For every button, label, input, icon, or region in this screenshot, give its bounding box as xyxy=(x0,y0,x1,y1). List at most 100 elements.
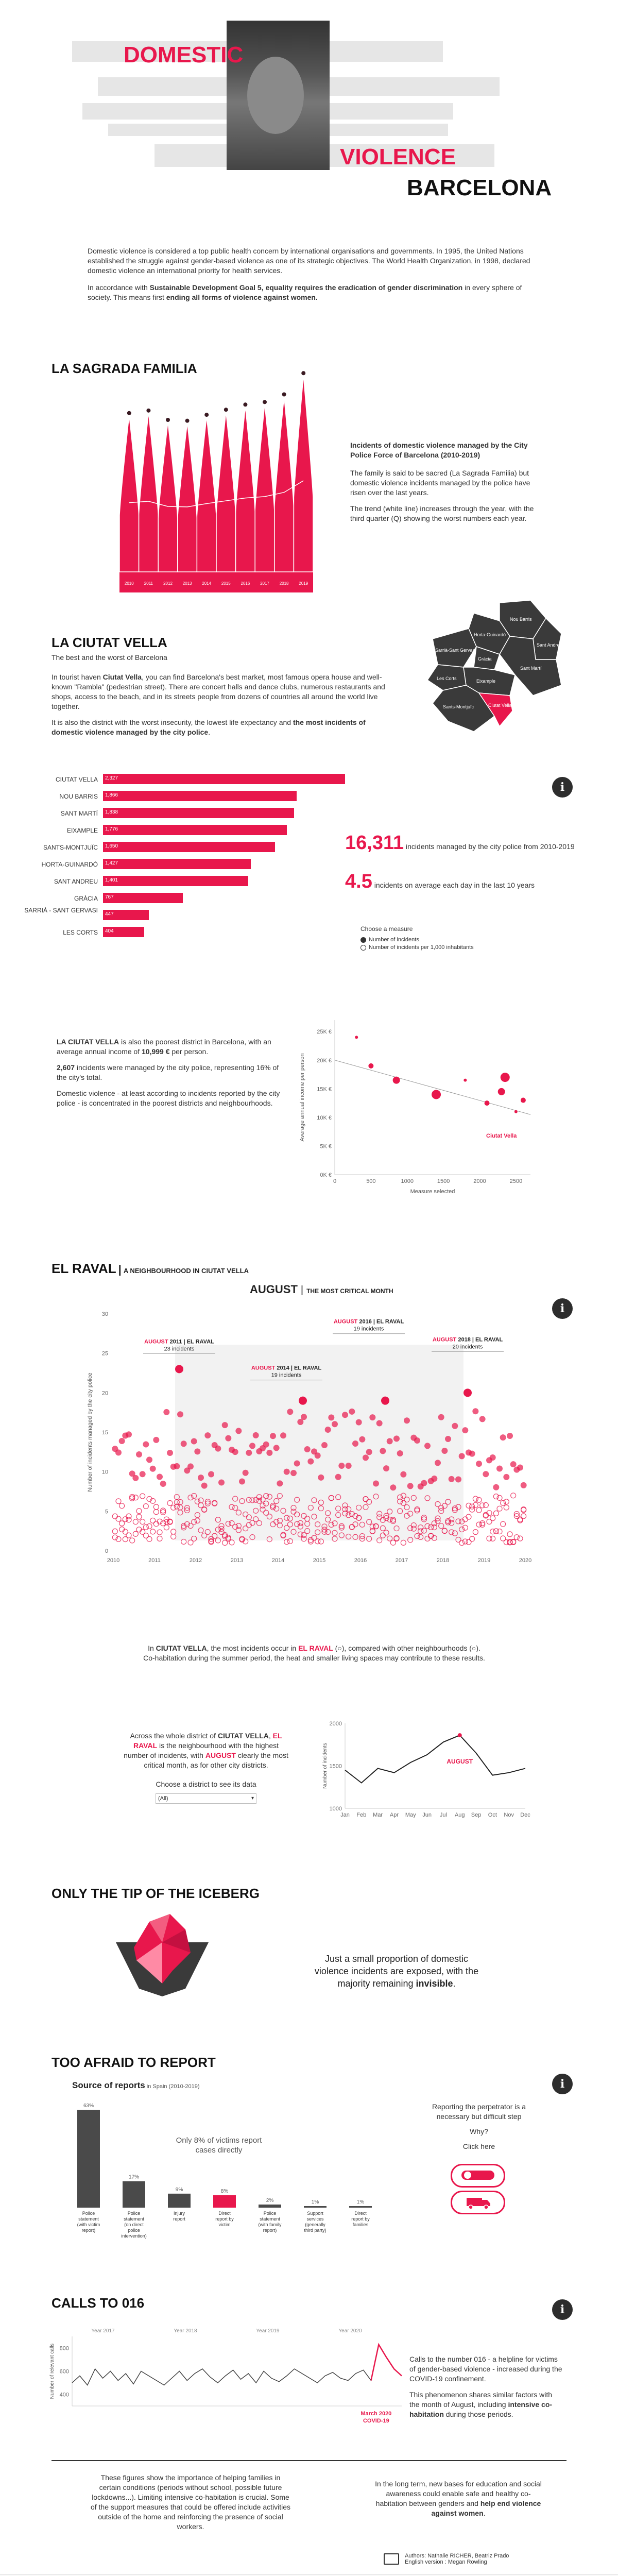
district-bar[interactable]: 404 xyxy=(103,927,144,937)
banner-title-3: BARCELONA xyxy=(407,175,552,200)
raval-dot-other xyxy=(441,1528,448,1534)
raval-dot-other xyxy=(270,1503,276,1509)
district-select[interactable]: (All) ▾ xyxy=(156,1793,256,1804)
section-title-ciutat: LA CIUTAT VELLA xyxy=(52,635,167,650)
reports-bar-label-line: statement xyxy=(260,2216,280,2222)
info-icon[interactable]: i xyxy=(552,777,573,798)
sagrada-year-label: 2012 xyxy=(163,581,173,586)
raval-dot-other xyxy=(315,1521,321,1528)
map-district-sarria[interactable] xyxy=(432,628,477,668)
intro-text: in every sphere of society. This means f… xyxy=(88,283,522,301)
info-icon[interactable]: i xyxy=(552,1298,573,1319)
raval-dot xyxy=(126,1431,132,1438)
portrait-face xyxy=(247,57,304,134)
raval-dot xyxy=(507,1432,513,1439)
intro-highlight: Sustainable Development Goal 5, equality… xyxy=(149,283,463,292)
raval-dot-other xyxy=(263,1493,269,1499)
raval-dot-other xyxy=(253,1516,259,1522)
district-bar-row[interactable]: SANT MARTÍ 1,838 xyxy=(0,808,360,819)
across-span: clearly the most critical month, as for … xyxy=(144,1751,288,1769)
scatter-y-tick: 0K € xyxy=(320,1172,332,1178)
district-bar-row[interactable]: SANTS-MONTJUÏC 1,650 xyxy=(0,842,360,853)
map-district-ciutat-vella[interactable] xyxy=(478,692,513,727)
district-bar[interactable]: 1,427 xyxy=(103,859,251,869)
raval-dot-other xyxy=(445,1519,451,1526)
district-bar[interactable]: 447 xyxy=(103,910,149,920)
radio-icon[interactable] xyxy=(360,944,366,951)
barcelona-map[interactable]: Nou Barris Horta-Guinardó Sant Andreu Gr… xyxy=(422,592,577,742)
raval-dot-other xyxy=(218,1529,225,1535)
raval-x-tick: 2011 xyxy=(148,1557,161,1564)
raval-annotation-label: 2011 | EL RAVAL xyxy=(168,1338,215,1345)
raval-dot-other xyxy=(284,1525,290,1531)
raval-dot-other xyxy=(369,1523,375,1530)
raval-dot xyxy=(239,1478,245,1485)
raval-dot xyxy=(489,1454,496,1461)
raval-dot-other xyxy=(493,1494,499,1500)
radio-checked-icon[interactable] xyxy=(360,937,366,943)
header-banner: DOMESTIC VIOLENCE BARCELONA xyxy=(72,21,552,200)
district-bar[interactable]: 2,327 xyxy=(103,774,345,784)
raval-highlight-dot xyxy=(464,1388,472,1397)
district-bar-row[interactable]: HORTA-GUINARDÓ 1,427 xyxy=(0,859,360,870)
raval-x-tick: 2014 xyxy=(272,1557,284,1564)
raval-dot-other xyxy=(328,1495,334,1501)
measure-option-label: Number of incidents per 1,000 inhabitant… xyxy=(369,944,474,951)
map-district-sant-marti[interactable] xyxy=(499,636,562,696)
raval-dot-other xyxy=(335,1512,341,1518)
measure-option-per-1000[interactable]: Number of incidents per 1,000 inhabitant… xyxy=(360,944,515,951)
district-bar[interactable]: 1,650 xyxy=(103,842,275,852)
raval-dot-other xyxy=(431,1524,437,1531)
raval-dot xyxy=(163,1409,170,1415)
district-bar[interactable]: 1,866 xyxy=(103,791,297,801)
sagrada-year-label: 2014 xyxy=(202,581,211,586)
raval-dot-other xyxy=(253,1497,259,1503)
district-bar-row[interactable]: EIXAMPLE 1,776 xyxy=(0,825,360,836)
district-bar-row[interactable]: SARRIÀ - SANT GERVASI 447 xyxy=(0,907,360,921)
calls-year-label: Year 2018 xyxy=(174,2328,197,2334)
afraid-right: Reporting the perpetrator is a necessary… xyxy=(427,2102,530,2151)
raval-dot-other xyxy=(335,1494,341,1500)
district-bar-row[interactable]: LES CORTS 404 xyxy=(0,927,360,938)
raval-note: In CIUTAT VELLA, the most incidents occu… xyxy=(118,1643,510,1663)
raval-dot-other xyxy=(445,1499,451,1505)
raval-dot xyxy=(342,1412,348,1418)
scatter-point xyxy=(464,1078,467,1082)
note-highlight: EL RAVAL xyxy=(298,1644,333,1652)
raval-dot-other xyxy=(157,1518,163,1524)
raval-dot xyxy=(479,1416,486,1422)
raval-dot xyxy=(324,1427,331,1433)
measure-option-incidents[interactable]: Number of incidents xyxy=(360,937,515,943)
raval-dot xyxy=(352,1440,358,1447)
district-bar[interactable]: 1,838 xyxy=(103,808,295,818)
ciutat-highlight: Ciutat Vella xyxy=(102,673,142,681)
reports-bar-value: 1% xyxy=(357,2199,365,2205)
raval-dot-other xyxy=(132,1495,139,1501)
district-bar[interactable]: 1,401 xyxy=(103,876,248,886)
raval-dot-other xyxy=(140,1529,146,1535)
district-bar-row[interactable]: CIUTAT VELLA 2,327 xyxy=(0,774,360,785)
raval-dot-other xyxy=(129,1495,135,1501)
raval-dot-other xyxy=(294,1497,300,1503)
raval-month-title: AUGUST | THE MOST CRITICAL MONTH xyxy=(250,1283,393,1296)
raval-dot-other xyxy=(163,1524,169,1531)
info-icon[interactable]: i xyxy=(552,2299,573,2320)
raval-dot-other xyxy=(479,1521,486,1528)
info-icon[interactable]: i xyxy=(552,2074,573,2094)
district-bar-row[interactable]: SANT ANDREU 1,401 xyxy=(0,876,360,887)
district-bar-row[interactable]: GRÀCIA 767 xyxy=(0,893,360,904)
reports-bar-label: Police statement (with family report) xyxy=(258,2211,282,2233)
raval-dot-other xyxy=(342,1502,348,1509)
map-district-sants-montjuic[interactable] xyxy=(432,685,495,732)
sagrada-spire-dot xyxy=(263,400,267,404)
raval-dot-other xyxy=(449,1529,455,1535)
raval-dot xyxy=(363,1454,369,1461)
raval-dot xyxy=(204,1432,211,1439)
district-bar-row[interactable]: NOU BARRIS 1,866 xyxy=(0,791,360,802)
raval-dot xyxy=(472,1408,479,1415)
raval-dot-other xyxy=(181,1538,187,1545)
toggle-button-factors[interactable] xyxy=(451,2191,505,2214)
district-bar[interactable]: 767 xyxy=(103,893,183,903)
toggle-button-reports[interactable] xyxy=(451,2164,505,2188)
district-bar[interactable]: 1,776 xyxy=(103,825,287,835)
